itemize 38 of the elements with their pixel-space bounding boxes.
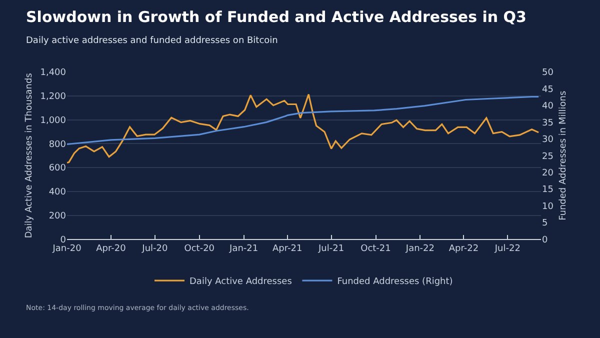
x-tick-label: Apr-21 [272, 244, 302, 254]
y2-tick-label: 5 [542, 218, 548, 229]
y2-tick-label: 50 [542, 68, 554, 78]
y-tick-label: 1,200 [40, 92, 66, 102]
y-tick-label: 200 [48, 212, 66, 222]
legend-label: Daily Active Addresses [190, 277, 292, 288]
y2-tick-label: 20 [542, 168, 554, 178]
y2-axis-title: Funded Addresses in Millions [558, 90, 569, 220]
y2-tick-label: 45 [542, 84, 554, 95]
y2-tick-label: 15 [542, 185, 554, 196]
x-tick-label: Apr-20 [96, 244, 126, 254]
y-tick-label: 0 [60, 235, 66, 246]
x-tick-label: Jan-20 [52, 244, 82, 254]
x-tick-label: Jan-21 [228, 244, 258, 254]
chart-subtitle: Daily active addresses and funded addresses on Bitcoin [26, 36, 278, 46]
y-tick-label: 400 [48, 188, 66, 198]
line-series [67, 96, 540, 146]
line-series [67, 94, 540, 164]
y2-tick-label: 10 [542, 202, 554, 212]
x-tick-label: Oct-20 [184, 244, 215, 254]
x-tick-label: Oct-21 [360, 244, 391, 254]
y2-tick-label: 40 [542, 102, 554, 112]
y-axis-title: Daily Active Addresses in Thousands [24, 72, 35, 238]
x-tick-label: Apr-22 [448, 244, 479, 254]
x-tick-label: Jul-21 [318, 244, 344, 254]
x-tick-label: Jul-22 [494, 244, 520, 254]
y-tick-label: 1,000 [40, 116, 66, 126]
x-tick-label: Jan-22 [404, 244, 434, 254]
y2-tick-label: 30 [542, 135, 554, 146]
y-tick-label: 800 [48, 140, 66, 150]
chart-title: Slowdown in Growth of Funded and Active Addresses in Q3 [26, 8, 526, 26]
y2-tick-label: 0 [542, 235, 548, 246]
y2-tick-label: 25 [542, 152, 554, 162]
y2-tick-label: 35 [542, 118, 554, 128]
y-tick-label: 1,400 [40, 68, 66, 78]
y-tick-label: 600 [48, 164, 66, 174]
legend-label: Funded Addresses (Right) [337, 277, 453, 288]
x-tick-label: Jul-20 [141, 244, 168, 254]
